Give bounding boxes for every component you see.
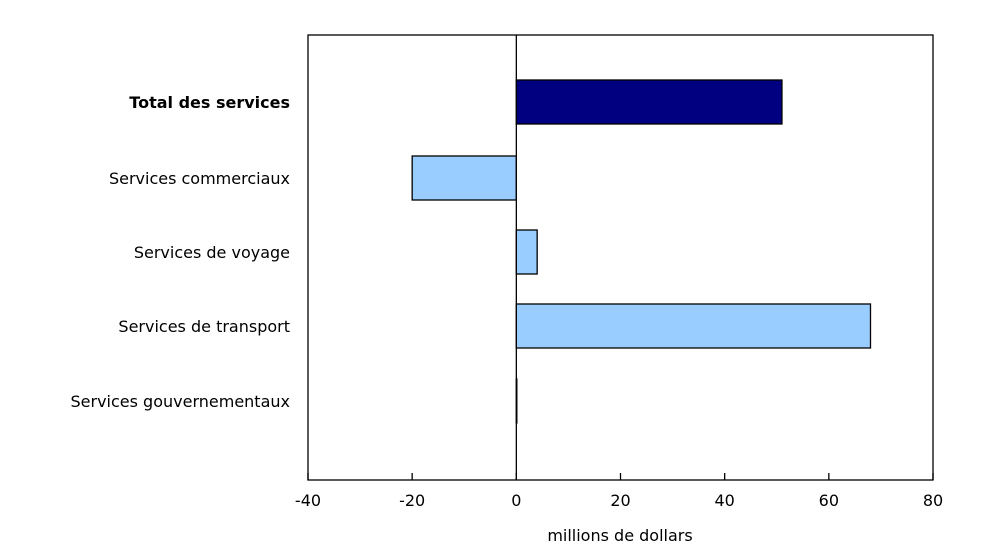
category-label: Services commerciaux [109, 169, 290, 188]
x-tick-label: -20 [399, 491, 425, 510]
category-label: Services gouvernementaux [71, 392, 291, 411]
x-tick-label: 60 [819, 491, 839, 510]
category-label: Services de transport [118, 317, 290, 336]
x-tick-label: 0 [511, 491, 521, 510]
bar [515, 303, 872, 349]
x-axis-label: millions de dollars [547, 526, 692, 545]
category-label: Total des services [129, 93, 290, 112]
bar [515, 229, 538, 275]
x-tick-label: -40 [295, 491, 321, 510]
category-label: Services de voyage [134, 243, 290, 262]
x-tick-label: 80 [923, 491, 943, 510]
bar [515, 79, 783, 125]
bar [411, 155, 517, 201]
x-tick-label: 40 [714, 491, 734, 510]
x-tick-label: 20 [610, 491, 630, 510]
